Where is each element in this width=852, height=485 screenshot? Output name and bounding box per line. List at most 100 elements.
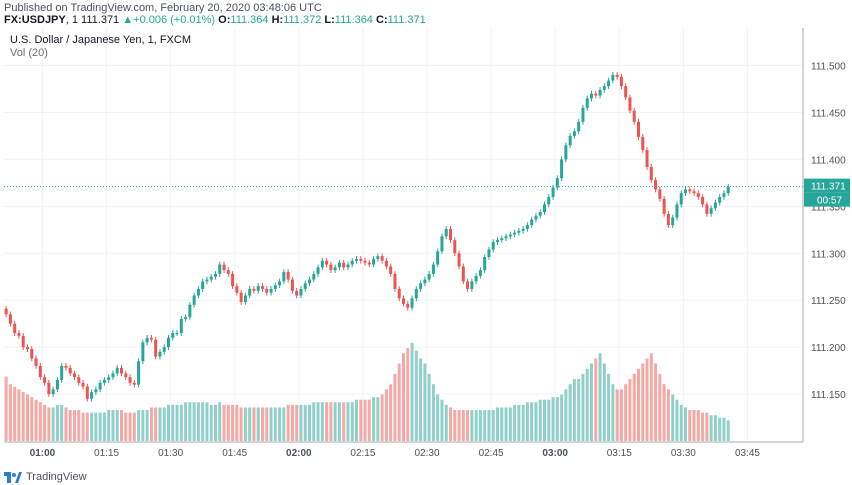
countdown-tag-label: 00:57 <box>817 196 842 207</box>
volume-bar <box>132 412 136 441</box>
volume-bar <box>47 407 51 441</box>
volume-bar <box>367 399 371 441</box>
candle-body <box>196 288 200 296</box>
volume-bar <box>149 407 153 441</box>
volume-bar <box>410 342 414 441</box>
volume-bar <box>196 402 200 441</box>
volume-bar <box>201 402 205 441</box>
volume-bar <box>342 402 346 441</box>
candle-body <box>205 279 209 282</box>
candle-body <box>231 273 235 287</box>
symbol-label: FX:USDJPY <box>4 14 66 26</box>
candle-body <box>517 230 521 233</box>
volume-bar <box>13 386 17 441</box>
candle-body <box>449 228 452 241</box>
candle-body <box>679 193 683 205</box>
candle-body <box>436 251 440 265</box>
candle-body <box>572 131 576 136</box>
candle-body <box>316 267 320 274</box>
chart-legend-title: U.S. Dollar / Japanese Yen, 1, FXCM <box>10 34 191 46</box>
volume-bar <box>679 404 683 441</box>
volume-bar <box>585 368 589 441</box>
candle-body <box>431 264 435 274</box>
candle-body <box>273 285 277 289</box>
price-chart[interactable]: 111.150 111.200 111.250 111.300 111.350 111.4… <box>0 28 852 468</box>
volume-bar <box>154 407 158 441</box>
volume-bar <box>17 389 21 441</box>
candle-body <box>320 260 324 268</box>
chart-area[interactable]: 111.150 111.200 111.250 111.300 111.350 111.4… <box>0 28 852 468</box>
volume-bar <box>333 402 337 441</box>
y-tick-label: 111.500 <box>811 62 846 73</box>
volume-bar <box>316 402 320 441</box>
tradingview-logo-icon <box>4 471 22 483</box>
x-tick-label: 03:15 <box>607 448 632 459</box>
candle-body <box>649 166 653 181</box>
volume-bar <box>120 410 123 441</box>
candle-body <box>645 150 649 167</box>
volume-bar <box>320 402 324 441</box>
candle-body <box>128 377 132 383</box>
x-tick-label: 01:45 <box>222 448 247 459</box>
volume-bar <box>376 397 380 441</box>
candle-body <box>265 288 269 293</box>
candle-body <box>325 260 329 265</box>
candle-body <box>13 323 17 334</box>
volume-bar <box>167 404 170 441</box>
volume-bar <box>414 350 418 441</box>
candle-body <box>132 382 136 385</box>
candle-body <box>654 180 658 190</box>
volume-bar <box>624 384 628 441</box>
candle-body <box>98 382 102 390</box>
volume-bar <box>214 404 217 441</box>
candle-body <box>359 258 363 261</box>
volume-bar <box>158 407 162 441</box>
up-arrow-icon: ▲ <box>122 14 134 26</box>
candle-body <box>585 98 589 108</box>
volume-bar <box>290 404 294 441</box>
volume-bar <box>205 402 209 441</box>
candle-body <box>278 281 282 286</box>
volume-bar <box>372 397 376 441</box>
volume-bar <box>470 410 474 441</box>
candle-body <box>590 93 593 99</box>
close-value: 111.371 <box>387 14 426 26</box>
volume-bar <box>722 417 726 441</box>
volume-bar <box>256 407 260 441</box>
volume-bar <box>188 402 192 441</box>
volume-bar <box>440 399 444 441</box>
volume-bar <box>688 410 692 441</box>
volume-bar <box>619 389 623 441</box>
volume-bar <box>572 379 576 441</box>
candle-body <box>171 333 175 338</box>
volume-bar <box>85 412 89 441</box>
volume-bar <box>81 412 85 441</box>
candle-body <box>47 382 51 395</box>
volume-bar <box>427 373 431 441</box>
volume-bar <box>30 397 34 441</box>
volume-bar <box>179 404 183 441</box>
volume-bar <box>239 407 243 441</box>
candle-body <box>201 281 205 289</box>
candle-body <box>500 238 504 241</box>
volume-bar <box>26 394 29 441</box>
candle-body <box>414 288 418 299</box>
candle-body <box>658 189 662 199</box>
candle-body <box>299 288 303 296</box>
candle-body <box>466 281 470 289</box>
candle-body <box>722 193 726 197</box>
candle-body <box>145 337 149 343</box>
volume-bar <box>98 412 102 441</box>
volume-bar <box>543 399 546 441</box>
volume-bar <box>145 410 149 441</box>
y-tick-label: 111.150 <box>811 390 846 401</box>
volume-bar <box>478 410 482 441</box>
candle-body <box>214 273 217 277</box>
volume-bar <box>487 410 491 441</box>
x-tick-label: 01:00 <box>30 448 56 459</box>
candle-body <box>705 204 709 214</box>
x-tick-label: 03:30 <box>671 448 696 459</box>
candle-body <box>77 377 81 383</box>
candle-body <box>607 80 611 87</box>
candle-body <box>162 347 166 352</box>
